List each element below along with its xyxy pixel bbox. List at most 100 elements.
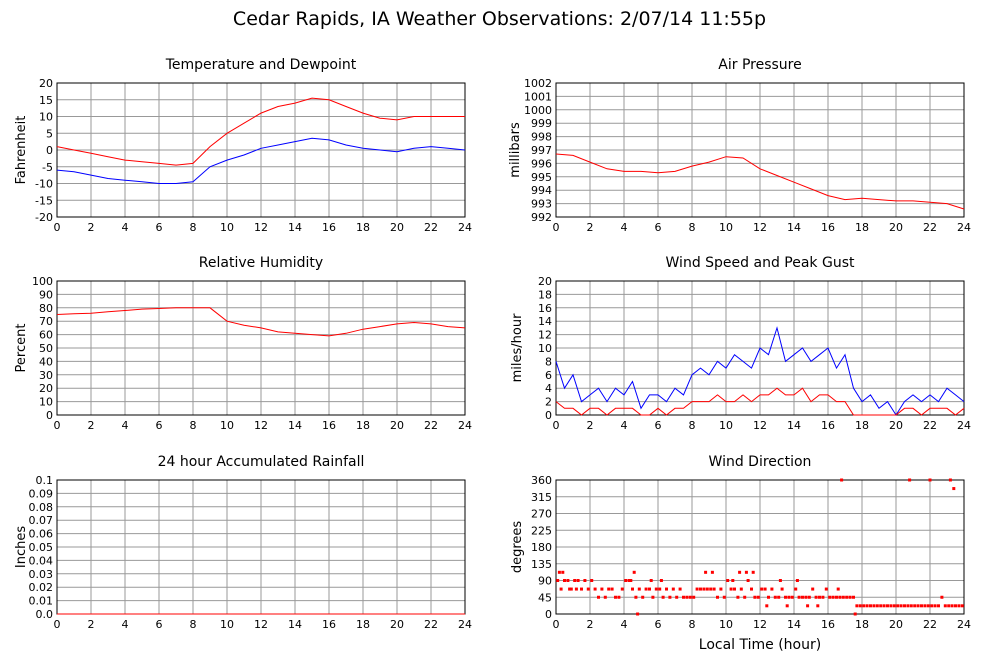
winddir-point xyxy=(923,604,927,608)
rain-xtick-label: 6 xyxy=(156,618,163,631)
winddir-point xyxy=(651,595,655,599)
humidity-xtick-label: 10 xyxy=(220,419,234,432)
winddir-point xyxy=(648,587,651,591)
winddir-point xyxy=(773,595,777,599)
wind-ylabel: miles/hour xyxy=(510,313,525,382)
winddir-point xyxy=(760,587,764,591)
wind-xtick-label: 20 xyxy=(889,419,903,432)
humidity-xtick-label: 8 xyxy=(190,419,197,432)
winddir-point xyxy=(780,587,784,591)
rain-xtick-label: 4 xyxy=(122,618,129,631)
pressure-ytick-label: 995 xyxy=(531,171,552,184)
winddir-point xyxy=(573,579,577,582)
winddir-point xyxy=(824,587,828,591)
winddir-point xyxy=(583,579,587,582)
winddir-point xyxy=(882,604,886,608)
winddir-point xyxy=(744,570,748,574)
rain-xtick-label: 0 xyxy=(54,618,61,631)
temp-ytick-label: 10 xyxy=(39,111,53,124)
winddir-point xyxy=(731,579,735,582)
pressure-xtick-label: 8 xyxy=(689,221,696,234)
humidity-series-line xyxy=(56,307,466,337)
winddir-point xyxy=(954,604,957,608)
winddir-point xyxy=(836,587,840,591)
winddir-point xyxy=(948,478,952,482)
winddir-frame xyxy=(555,479,965,615)
winddir-point xyxy=(746,579,750,582)
rain-ytick-label: 0.07 xyxy=(29,514,54,527)
winddir-point xyxy=(710,570,714,574)
winddir-point xyxy=(785,604,789,608)
winddir-point xyxy=(831,595,835,599)
temp-ylabel: Fahrenheit xyxy=(14,116,29,185)
rain-xtick-label: 24 xyxy=(458,618,472,631)
winddir-point xyxy=(600,587,604,591)
winddir-point xyxy=(753,595,757,599)
humidity-ytick-label: 70 xyxy=(39,315,53,328)
wind-xtick-label: 14 xyxy=(787,419,801,432)
winddir-point xyxy=(695,587,699,591)
temp-series-line xyxy=(56,97,465,166)
winddir-point xyxy=(644,587,648,591)
winddir-point xyxy=(627,579,631,582)
temp-series-line xyxy=(56,137,466,184)
wind-xtick-label: 0 xyxy=(553,419,560,432)
winddir-point xyxy=(563,579,566,582)
winddir-point xyxy=(699,587,702,591)
winddir-point xyxy=(814,595,818,599)
temp-ytick-label: 0 xyxy=(46,144,53,157)
winddir-point xyxy=(807,595,811,599)
temp-xtick-label: 0 xyxy=(54,221,61,234)
wind-series-line xyxy=(555,387,965,416)
pressure-ytick-label: 998 xyxy=(531,131,552,144)
wind-frame xyxy=(555,280,965,416)
pressure-xtick-label: 22 xyxy=(923,221,937,234)
winddir-ytick-label: 45 xyxy=(538,591,552,604)
rain-ylabel: Inches xyxy=(14,526,29,568)
winddir-xtick-label: 2 xyxy=(587,618,594,631)
wind-ytick-label: 10 xyxy=(538,342,552,355)
winddir-point xyxy=(620,587,624,591)
wind-xtick-label: 22 xyxy=(923,419,937,432)
winddir-point xyxy=(668,595,672,599)
winddir-point xyxy=(671,587,675,591)
winddir-point xyxy=(794,587,798,591)
winddir-point xyxy=(767,595,770,599)
rain-ytick-label: 0.01 xyxy=(29,595,54,608)
winddir-point xyxy=(777,595,781,599)
winddir-point xyxy=(787,595,791,599)
winddir-point xyxy=(659,579,663,582)
winddir-point xyxy=(908,478,912,482)
temp-xtick-label: 14 xyxy=(288,221,302,234)
wind-xtick-label: 16 xyxy=(821,419,835,432)
winddir-point xyxy=(816,604,820,608)
temp-xtick-label: 16 xyxy=(322,221,336,234)
winddir-point xyxy=(557,570,561,574)
winddir-point xyxy=(580,587,583,591)
temp-ytick-label: -10 xyxy=(35,178,53,191)
humidity-ytick-label: 30 xyxy=(39,369,53,382)
winddir-point xyxy=(933,604,937,608)
wind-xtick-label: 12 xyxy=(753,419,767,432)
temp-xtick-label: 22 xyxy=(424,221,438,234)
wind-ytick-label: 12 xyxy=(538,329,552,342)
winddir-point xyxy=(692,595,696,599)
winddir-point xyxy=(654,587,658,591)
temp-xtick-label: 8 xyxy=(190,221,197,234)
winddir-point xyxy=(722,595,726,599)
pressure-xtick-label: 18 xyxy=(855,221,869,234)
winddir-point xyxy=(916,604,920,608)
temp-ytick-label: -5 xyxy=(42,161,53,174)
winddir-point xyxy=(869,604,872,608)
winddir-point xyxy=(930,604,934,608)
pressure-ytick-label: 1000 xyxy=(524,104,552,117)
pressure-xtick-label: 4 xyxy=(621,221,628,234)
winddir-point xyxy=(960,604,964,608)
winddir-point xyxy=(790,595,794,599)
winddir-point xyxy=(576,579,580,582)
rain-ytick-label: 0.0 xyxy=(36,608,54,621)
